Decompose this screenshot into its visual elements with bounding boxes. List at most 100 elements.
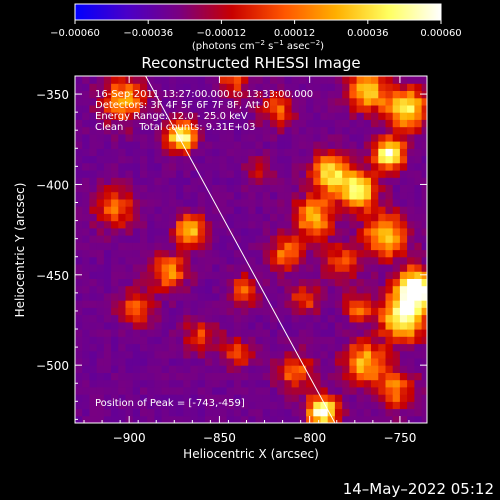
heatmap-cell [190,213,199,222]
heatmap-cell [356,177,365,185]
heatmap-cell [334,278,343,287]
heatmap-cell [190,177,199,185]
heatmap-cell [363,401,372,410]
heatmap-cell [334,141,343,149]
heatmap-cell [306,401,314,410]
heatmap-cell [371,213,379,222]
heatmap-cell [313,198,322,207]
x-tick-label: −900 [113,431,146,445]
heatmap-cell [190,90,199,99]
heatmap-cell [421,314,427,323]
heatmap-cell [233,126,242,135]
heatmap-cell [212,386,220,395]
heatmap-cell [255,155,264,164]
heatmap-cell [255,162,264,171]
heatmap-cell [313,321,322,330]
heatmap-cell [176,76,184,84]
x-tick-label: −750 [383,431,416,445]
heatmap-cell [103,198,112,207]
heatmap-cell [132,321,141,330]
heatmap-cell [378,170,387,178]
heatmap-cell [183,278,192,287]
heatmap-cell [327,401,336,410]
heatmap-cell [421,394,427,402]
heatmap-cell [320,104,329,113]
heatmap-cell [111,278,119,287]
heatmap-cell [212,90,220,99]
heatmap-cell [306,184,314,193]
heatmap-cell [327,213,336,222]
heatmap-cell [75,372,83,381]
heatmap-cell [103,148,112,157]
heatmap-cell [270,415,278,423]
heatmap-cell [75,83,83,91]
heatmap-cell [205,408,213,417]
heatmap-cell [168,83,177,91]
heatmap-cell [140,307,148,316]
heatmap-cell [270,292,278,301]
heatmap-cell [154,314,163,323]
heatmap-cell [262,133,271,142]
heatmap-cell [212,314,220,323]
heatmap-cell [219,329,228,337]
heatmap-cell [111,191,119,200]
heatmap-cell [306,213,314,222]
heatmap-cell [255,170,264,178]
heatmap-cell [327,357,336,366]
heatmap-cell [161,235,170,243]
heatmap-cell [219,271,228,279]
heatmap-cell [205,386,213,395]
heatmap-cell [118,170,127,178]
heatmap-cell [183,104,192,113]
heatmap-cell [284,394,293,402]
heatmap-cell [154,372,163,381]
heatmap-cell [298,408,307,417]
heatmap-cell [277,300,285,308]
heatmap-cell [132,372,141,381]
heatmap-cell [327,198,336,207]
heatmap-cell [241,184,249,193]
colorbar-tick-label: −0.00036 [123,28,173,39]
heatmap-cell [118,177,127,185]
heatmap-cell [75,191,83,200]
heatmap-cell [320,126,329,135]
heatmap-cell [363,198,372,207]
heatmap-cell [327,119,336,128]
heatmap-cell [313,148,322,157]
heatmap-cell [349,220,358,229]
heatmap-cell [313,220,322,229]
heatmap-cell [349,97,358,106]
heatmap-cell [125,83,134,91]
heatmap-cell [154,170,163,178]
heatmap-cell [342,119,350,128]
heatmap-cell [320,220,329,229]
heatmap-cell [154,365,163,373]
heatmap-cell [140,329,148,337]
heatmap-cell [356,365,365,373]
heatmap-cell [111,83,119,91]
heatmap-cell [212,235,220,243]
heatmap-cell [168,227,177,236]
heatmap-cell [125,394,134,402]
heatmap-cell [385,285,394,294]
heatmap-cell [349,307,358,316]
heatmap-cell [262,401,271,410]
heatmap-cell [82,394,90,402]
heatmap-cell [327,235,336,243]
heatmap-cell [140,133,148,142]
heatmap-cell [277,191,285,200]
heatmap-cell [313,343,322,352]
heatmap-cell [385,350,394,359]
heatmap-cell [241,307,249,316]
heatmap-cell [371,350,379,359]
heatmap-cell [399,213,408,222]
heatmap-cell [378,227,387,236]
heatmap-cell [320,271,329,279]
generation-timestamp: 14–May–2022 05:12 [342,480,494,498]
heatmap-cell [291,119,300,128]
heatmap-cell [342,264,350,272]
heatmap-cell [111,379,119,388]
heatmap-cell [190,133,199,142]
heatmap-cell [306,386,314,395]
heatmap-cell [277,401,285,410]
